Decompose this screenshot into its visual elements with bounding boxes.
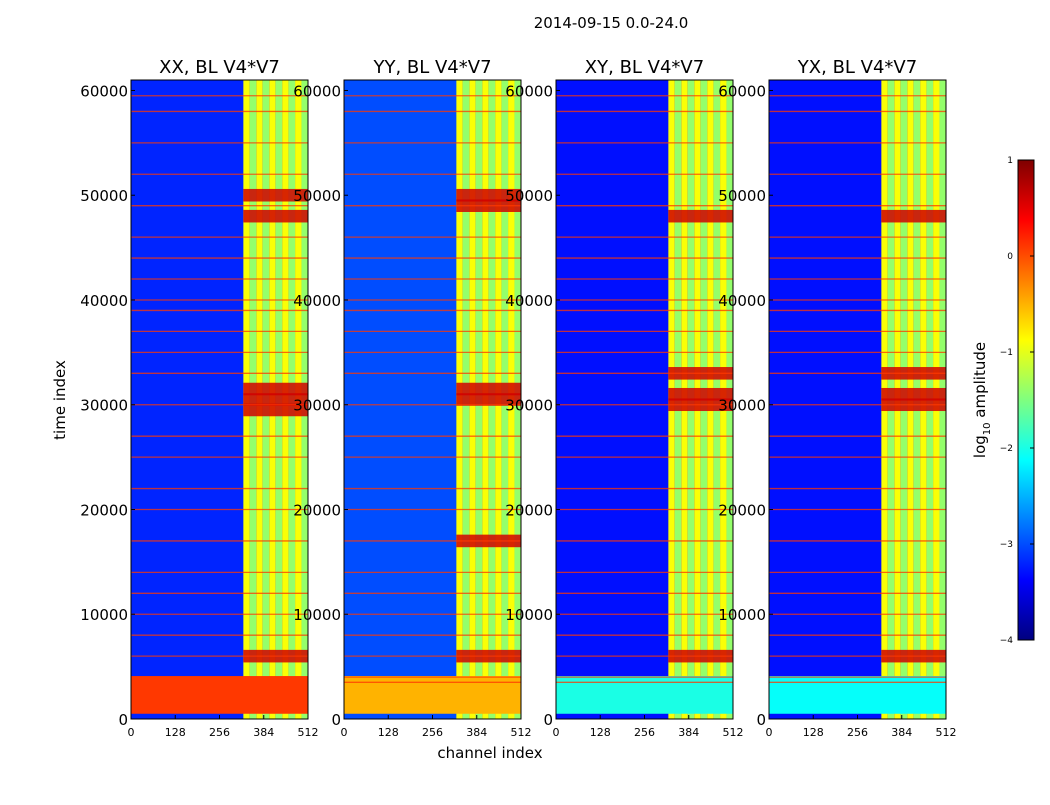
colorbar-tick-label: 1 — [1007, 156, 1013, 166]
y-tick-label: 20000 — [80, 501, 128, 519]
x-tick-label: 512 — [298, 726, 319, 739]
y-tick-label: 0 — [756, 711, 766, 729]
y-tick-label: 40000 — [718, 292, 766, 310]
y-tick-label: 30000 — [80, 397, 128, 415]
x-tick-label: 384 — [678, 726, 699, 739]
panel-title: XX, BL V4*V7 — [159, 57, 280, 78]
colorbar-ticks: 1 0 −1 −2 −3 −4 — [1000, 156, 1034, 646]
colorbar-label-log: log — [971, 435, 989, 458]
x-tick-label: 128 — [590, 726, 611, 739]
y-tick-label: 50000 — [505, 187, 553, 205]
x-axis-label: channel index — [437, 744, 542, 762]
x-tick-label: 512 — [511, 726, 532, 739]
x-tick-label: 256 — [422, 726, 443, 739]
panel-3: YX, BL V4*V7 0 128 256 384 512 0 10000 20000 3000… — [718, 57, 956, 739]
x-tick-label: 0 — [766, 726, 773, 739]
peak-row — [243, 403, 308, 417]
x-tick-label: 384 — [466, 726, 487, 739]
peak-row — [243, 382, 308, 396]
colorbar-tick-label: 0 — [1007, 252, 1013, 262]
colorbar-gradient — [1017, 159, 1035, 641]
colorbar-tick-label: −1 — [1000, 348, 1013, 358]
y-tick-label: 20000 — [718, 501, 766, 519]
peak-row — [881, 209, 946, 223]
y-tick-label: 30000 — [718, 397, 766, 415]
y-tick-label: 50000 — [718, 187, 766, 205]
colorbar-tick-label: −2 — [1000, 444, 1013, 454]
x-tick-label: 128 — [803, 726, 824, 739]
y-tick-label: 0 — [331, 711, 341, 729]
x-tick-label: 384 — [253, 726, 274, 739]
y-tick-label: 60000 — [505, 82, 553, 100]
colorbar-label-base: 10 — [982, 422, 993, 435]
x-tick-label: 384 — [891, 726, 912, 739]
y-tick-label: 10000 — [80, 606, 128, 624]
colorbar-label-rest: amplitude — [971, 342, 989, 423]
x-tick-label: 256 — [847, 726, 868, 739]
y-tick-label: 0 — [543, 711, 553, 729]
panel-0: XX, BL V4*V7 0 128 256 384 512 0 10000 20000 3000… — [80, 57, 318, 739]
colorbar: 10−1−2−3−4 log10 amplitude — [971, 156, 1035, 646]
x-tick-label: 128 — [165, 726, 186, 739]
panel-title: XY, BL V4*V7 — [585, 57, 704, 78]
y-tick-label: 10000 — [293, 606, 341, 624]
panel-title: YX, BL V4*V7 — [797, 57, 917, 78]
colorbar-label: log10 amplitude — [971, 342, 993, 458]
x-tick-label: 0 — [341, 726, 348, 739]
peak-row — [881, 387, 946, 401]
x-tick-label: 512 — [723, 726, 744, 739]
y-tick-label: 10000 — [505, 606, 553, 624]
y-axis-label: time index — [51, 360, 69, 440]
panels: XX, BL V4*V7 0 128 256 384 512 0 10000 20000 3000… — [80, 57, 956, 739]
y-tick-label: 50000 — [293, 187, 341, 205]
x-tick-label: 0 — [128, 726, 135, 739]
x-tick-label: 128 — [378, 726, 399, 739]
peak-row — [668, 209, 733, 223]
peak-row — [243, 209, 308, 223]
colorbar-tick-label: −4 — [1000, 636, 1014, 646]
peak-row — [456, 188, 521, 202]
y-tick-label: 30000 — [505, 397, 553, 415]
figure-suptitle: 2014-09-15 0.0-24.0 — [534, 14, 689, 32]
panel-title: YY, BL V4*V7 — [372, 57, 491, 78]
y-tick-label: 40000 — [80, 292, 128, 310]
y-tick-label: 10000 — [718, 606, 766, 624]
x-tick-label: 256 — [634, 726, 655, 739]
y-tick-label: 20000 — [505, 501, 553, 519]
peak-row — [243, 393, 308, 406]
y-tick-label: 40000 — [293, 292, 341, 310]
y-tick-label: 30000 — [293, 397, 341, 415]
y-tick-label: 20000 — [293, 501, 341, 519]
y-tick-label: 60000 — [718, 82, 766, 100]
y-tick-label: 40000 — [505, 292, 553, 310]
y-tick-label: 60000 — [80, 82, 128, 100]
peak-row — [668, 387, 733, 401]
peak-row — [456, 382, 521, 396]
peak-row — [456, 393, 521, 406]
y-tick-label: 50000 — [80, 187, 128, 205]
colorbar-tick-label: −3 — [1000, 540, 1013, 550]
x-tick-label: 256 — [209, 726, 230, 739]
panel-2: XY, BL V4*V7 0 128 256 384 512 0 10000 20000 3000… — [505, 57, 743, 739]
peak-row — [243, 188, 308, 202]
x-tick-label: 0 — [553, 726, 560, 739]
panel-1: YY, BL V4*V7 0 128 256 384 512 0 10000 20000 3000… — [293, 57, 531, 739]
y-tick-label: 60000 — [293, 82, 341, 100]
x-tick-label: 512 — [936, 726, 957, 739]
y-tick-label: 0 — [118, 711, 128, 729]
